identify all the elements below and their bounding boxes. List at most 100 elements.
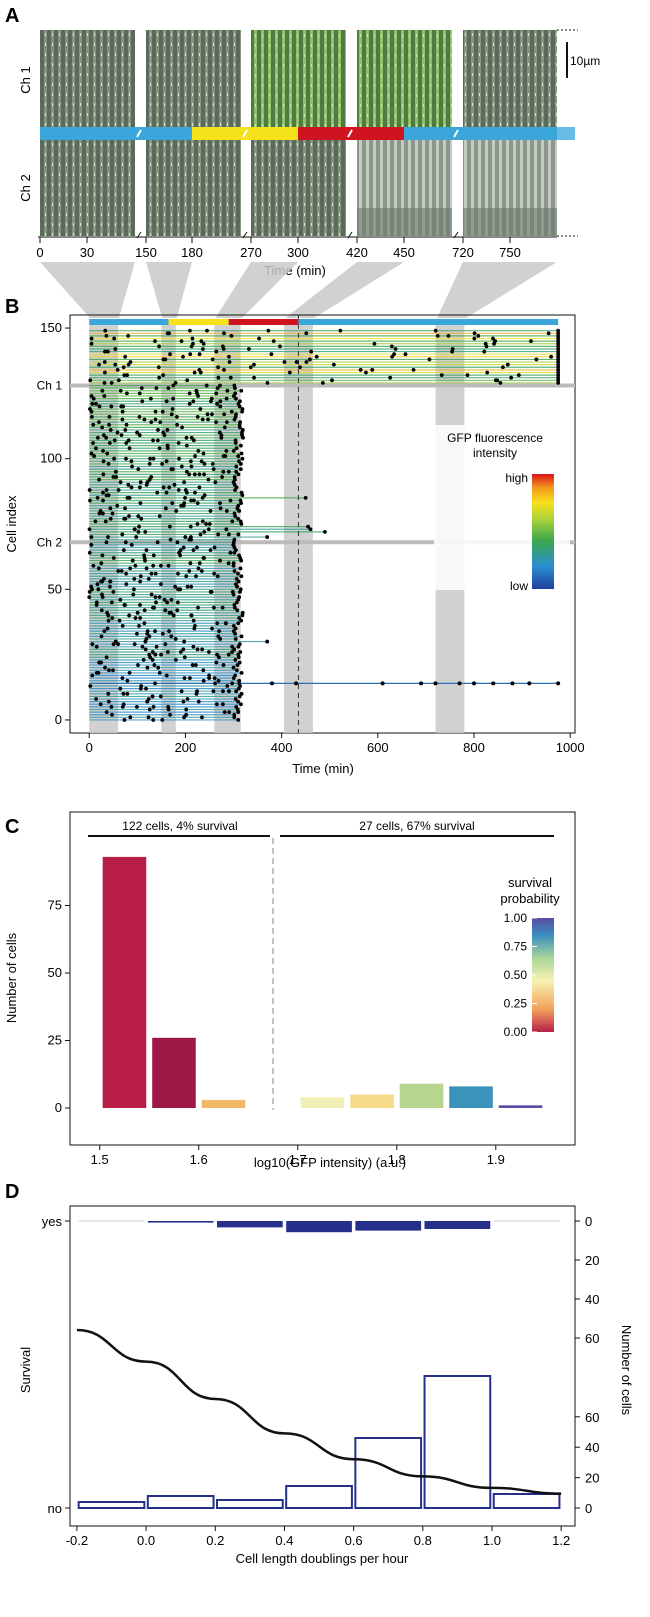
division-event-dot <box>135 430 140 435</box>
division-event-dot <box>173 381 178 385</box>
division-event-dot <box>149 571 154 576</box>
division-event-dot <box>211 605 216 610</box>
cell-death-dot <box>236 503 241 508</box>
division-event-dot <box>188 535 193 539</box>
division-event-dot <box>150 650 155 654</box>
died-count-bar <box>423 1375 492 1509</box>
division-event-dot <box>433 681 438 686</box>
division-event-dot <box>189 464 194 469</box>
division-event-dot <box>206 527 211 532</box>
division-event-dot <box>120 676 125 681</box>
division-event-dot <box>125 678 130 683</box>
division-event-dot <box>161 485 166 490</box>
division-event-dot <box>201 451 206 456</box>
division-event-dot <box>99 634 104 639</box>
division-event-dot <box>159 563 163 568</box>
cell-death-dot <box>238 420 243 425</box>
division-event-dot <box>106 535 110 539</box>
cell-death-dot <box>556 375 561 380</box>
survival-legend-title-2: probability <box>500 891 560 906</box>
division-event-dot <box>111 590 116 594</box>
schedule-segment <box>135 127 192 140</box>
division-event-dot <box>160 718 165 722</box>
division-event-dot <box>220 605 225 610</box>
survived-count-bar <box>286 1221 352 1233</box>
division-event-dot <box>129 543 134 547</box>
panel-b-ytick-label: 100 <box>40 451 62 466</box>
panel-b-xtick-label: 0 <box>86 740 93 755</box>
division-event-dot <box>217 430 222 435</box>
panel-c-ytick-label: 0 <box>55 1100 62 1115</box>
division-event-dot <box>138 501 143 505</box>
division-event-dot <box>193 454 198 458</box>
division-event-dot <box>224 396 229 401</box>
division-event-dot <box>163 608 168 613</box>
division-event-dot <box>166 386 171 391</box>
division-event-dot <box>138 616 143 620</box>
panel-d-right-tick-label: 60 <box>585 1410 599 1425</box>
division-event-dot <box>87 488 92 492</box>
division-event-dot <box>94 600 99 605</box>
division-event-dot <box>101 448 105 453</box>
schedule-segment <box>241 127 298 140</box>
division-event-dot <box>89 414 94 419</box>
division-event-dot <box>546 331 551 336</box>
division-event-dot <box>222 412 227 417</box>
panel-d-right-tick-label: 40 <box>585 1440 599 1455</box>
division-event-dot <box>214 660 219 665</box>
cell-death-dot <box>556 373 561 377</box>
panel-c-xtick-label: 1.9 <box>487 1152 505 1167</box>
division-event-dot <box>153 409 158 414</box>
division-event-dot <box>228 375 233 380</box>
division-event-dot <box>113 347 118 351</box>
division-event-dot <box>331 362 336 367</box>
division-event-dot <box>108 579 113 584</box>
division-event-dot <box>108 428 113 432</box>
division-event-dot <box>309 349 314 354</box>
division-event-dot <box>201 668 206 673</box>
division-event-dot <box>147 634 152 639</box>
panel-b-xtick-label: 1000 <box>556 740 585 755</box>
cell-death-dot <box>240 610 245 615</box>
division-event-dot <box>125 373 130 377</box>
micrograph-strip <box>40 30 557 236</box>
division-event-dot <box>128 715 133 720</box>
division-event-dot <box>136 467 141 472</box>
division-event-dot <box>390 354 395 359</box>
division-event-dot <box>207 673 212 678</box>
division-event-dot <box>148 456 153 461</box>
survival-colorbar <box>532 918 554 1032</box>
division-event-dot <box>111 642 116 647</box>
division-event-dot <box>153 339 157 344</box>
cell-death-dot <box>239 451 244 456</box>
division-event-dot <box>144 566 149 571</box>
division-event-dot <box>214 391 219 396</box>
cell-death-dot <box>233 391 238 396</box>
division-event-dot <box>220 344 225 349</box>
cell-death-dot <box>236 579 241 584</box>
division-event-dot <box>152 663 157 667</box>
division-event-dot <box>210 412 214 417</box>
panel-a-b-connectors <box>40 262 557 318</box>
cell-death-dot <box>233 657 238 662</box>
cell-death-dot <box>237 642 242 647</box>
division-event-dot <box>151 563 156 568</box>
division-event-dot <box>102 576 106 581</box>
division-event-dot <box>266 328 271 333</box>
division-event-dot <box>189 498 193 503</box>
division-event-dot <box>167 485 172 490</box>
division-event-dot <box>190 663 195 667</box>
panel-a-tick-label: 720 <box>452 245 474 260</box>
division-event-dot <box>493 339 498 344</box>
division-event-dot <box>164 399 169 404</box>
schedule-segment <box>88 127 135 140</box>
division-event-dot <box>98 509 103 513</box>
died-count-bar <box>354 1437 423 1509</box>
division-event-dot <box>120 417 125 422</box>
division-event-dot <box>121 548 126 553</box>
cell-death-dot <box>234 576 239 581</box>
break-mark <box>242 129 248 138</box>
panel-d-xtick-label: 0.2 <box>206 1533 224 1548</box>
division-event-dot <box>132 576 137 581</box>
panel-d-right-tick-label: 60 <box>585 1331 599 1346</box>
